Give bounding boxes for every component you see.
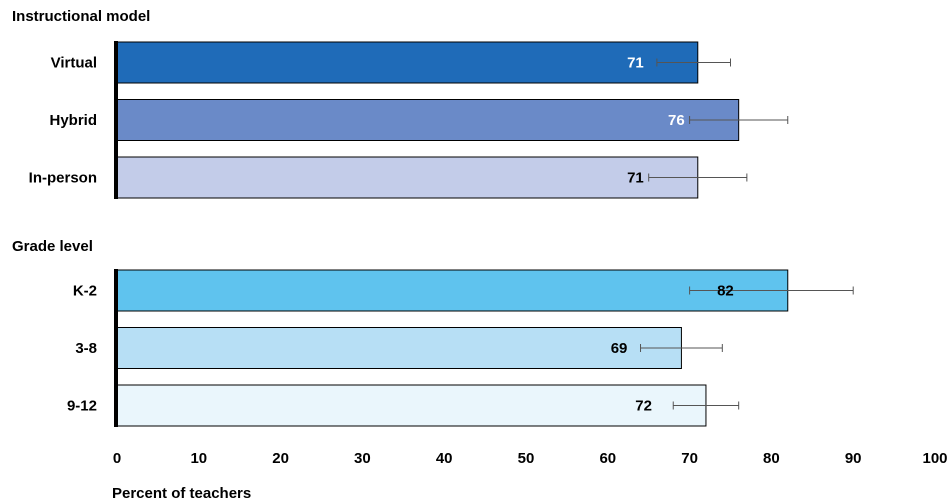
group-baseline [114, 269, 118, 427]
data-label: 82 [717, 283, 734, 300]
group-1: Grade level K-2 82 3-8 69 9-12 72 [12, 238, 854, 427]
x-tick-label: 40 [436, 450, 453, 467]
x-tick-label: 60 [599, 450, 616, 467]
x-axis: 0 10 20 30 40 50 60 70 80 90 100 [113, 450, 948, 467]
data-label: 71 [627, 55, 644, 72]
bar [116, 327, 682, 369]
category-label: 9-12 [67, 398, 97, 415]
x-tick-label: 50 [518, 450, 535, 467]
chart-groups: Instructional model Virtual 71 Hybrid 76 In-p… [12, 8, 854, 427]
category-label: Hybrid [49, 112, 97, 129]
bar [116, 384, 707, 427]
data-label: 71 [627, 170, 644, 187]
bar [116, 156, 699, 199]
x-tick-label: 80 [763, 450, 780, 467]
category-label: K-2 [73, 283, 97, 300]
x-tick-label: 70 [681, 450, 698, 467]
group-title: Instructional model [12, 8, 150, 25]
bar [116, 269, 789, 312]
group-title: Grade level [12, 238, 93, 255]
x-tick-label: 20 [272, 450, 289, 467]
data-label: 72 [635, 398, 652, 415]
group-baseline [114, 41, 118, 199]
category-label: 3-8 [75, 340, 97, 357]
x-axis-label: Percent of teachers [112, 485, 251, 502]
x-tick-label: 0 [113, 450, 121, 467]
category-label: In-person [29, 170, 97, 187]
x-tick-label: 10 [190, 450, 207, 467]
x-tick-label: 100 [922, 450, 947, 467]
data-label: 76 [668, 112, 685, 129]
group-0: Instructional model Virtual 71 Hybrid 76 In-p… [12, 8, 789, 199]
category-label: Virtual [51, 55, 97, 72]
x-tick-label: 30 [354, 450, 371, 467]
bar [116, 99, 740, 141]
data-label: 69 [611, 340, 628, 357]
bar [116, 41, 699, 84]
x-tick-label: 90 [845, 450, 862, 467]
